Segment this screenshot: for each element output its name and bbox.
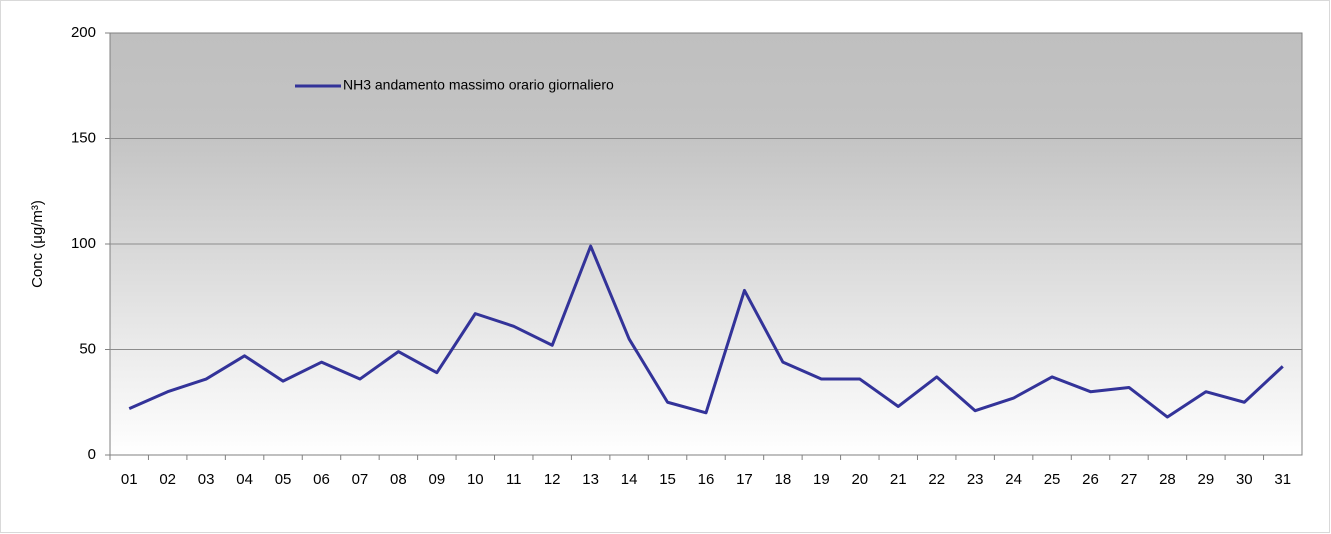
x-tick-label: 27 — [1121, 471, 1138, 488]
x-tick-label: 22 — [928, 471, 945, 488]
x-tick-label: 08 — [390, 471, 407, 488]
x-tick-label: 26 — [1082, 471, 1099, 488]
y-axis-label: Conc (μg/m³) — [29, 200, 46, 288]
x-tick-label: 12 — [544, 471, 561, 488]
x-tick-label: 24 — [1005, 471, 1022, 488]
x-tick-label: 21 — [890, 471, 907, 488]
x-tick-label: 18 — [775, 471, 792, 488]
x-tick-label: 30 — [1236, 471, 1253, 488]
x-tick-label: 31 — [1274, 471, 1291, 488]
x-tick-label: 03 — [198, 471, 215, 488]
x-tick-label: 11 — [506, 471, 522, 488]
x-tick-label: 16 — [698, 471, 715, 488]
x-tick-label: 28 — [1159, 471, 1176, 488]
y-tick-label: 100 — [71, 235, 96, 252]
y-tick-label: 50 — [79, 340, 96, 357]
x-tick-label: 19 — [813, 471, 830, 488]
x-tick-label: 15 — [659, 471, 676, 488]
x-tick-label: 17 — [736, 471, 753, 488]
x-tick-label: 09 — [428, 471, 445, 488]
y-tick-label: 150 — [71, 129, 96, 146]
x-tick-label: 20 — [851, 471, 868, 488]
x-tick-label: 01 — [121, 471, 138, 488]
x-tick-label: 10 — [467, 471, 484, 488]
x-tick-label: 05 — [275, 471, 292, 488]
legend-label: NH3 andamento massimo orario giornaliero — [343, 77, 614, 93]
x-tick-label: 13 — [582, 471, 599, 488]
x-tick-label: 29 — [1198, 471, 1215, 488]
x-tick-label: 02 — [159, 471, 176, 488]
x-tick-label: 06 — [313, 471, 330, 488]
x-tick-label: 25 — [1044, 471, 1061, 488]
x-tick-label: 04 — [236, 471, 253, 488]
data-line — [128, 244, 1284, 419]
x-tick-label: 14 — [621, 471, 638, 488]
y-tick-label: 0 — [88, 446, 96, 463]
x-tick-label: 07 — [352, 471, 369, 488]
x-tick-label: 23 — [967, 471, 984, 488]
y-tick-label: 200 — [71, 24, 96, 41]
